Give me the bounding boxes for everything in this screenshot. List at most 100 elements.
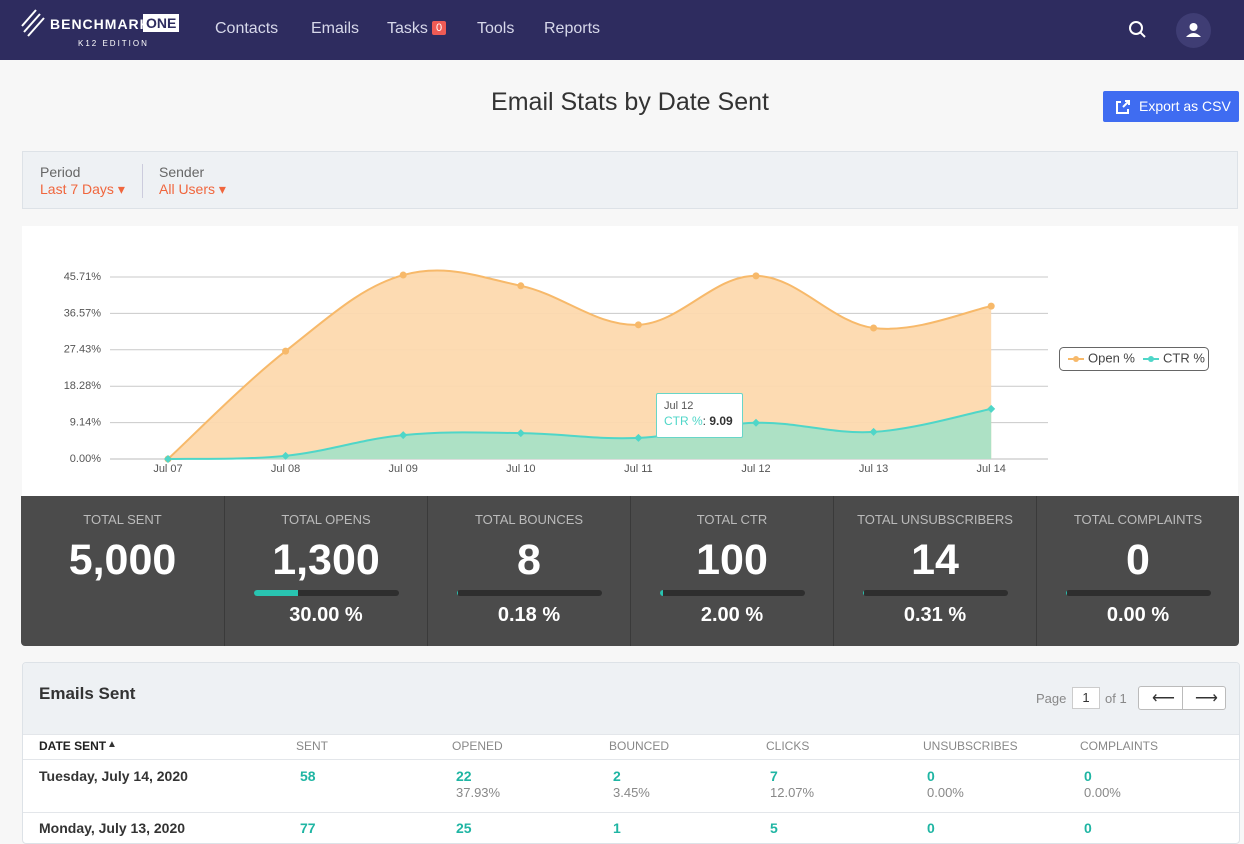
export-label: Export as CSV [1139,98,1231,114]
nav-tools[interactable]: Tools [477,20,515,37]
x-tick-label: Jul 12 [741,463,770,475]
filter-text: Last 7 Days [40,181,114,197]
header-rule [23,734,1239,735]
row-rule [23,812,1239,813]
emails-table: Emails Sent Page 1 of 1 ⟵ ⟶ DATE SENT SEN… [22,662,1240,844]
x-tick-label: Jul 11 [624,463,653,475]
tooltip-series: CTR % [664,414,703,428]
x-tick-label: Jul 10 [506,463,535,475]
x-tick-label: Jul 14 [977,463,1006,475]
row-date: Monday, July 13, 2020 [39,820,186,836]
stat-percent: 30.00 % [289,604,363,626]
point [870,324,878,332]
column-header: OPENED [452,739,503,753]
filter-value[interactable]: All Users ▾ [159,181,226,197]
filter-value[interactable]: Last 7 Days ▾ [40,181,125,197]
export-icon [1116,100,1130,114]
progress-track [457,590,602,596]
progress-fill [863,590,864,596]
nav-emails[interactable]: Emails [311,20,360,37]
stat-card: TOTAL OPENS 1,300 30.00 % [224,496,427,646]
cell-value: 77 [300,820,316,836]
cell-value: 58 [300,768,316,784]
point [517,282,525,290]
point [634,433,643,442]
cell-percent: 3.45% [613,785,650,800]
column-header: BOUNCED [609,739,670,753]
column-header: DATE SENT [39,739,107,753]
line [167,269,992,460]
brand-badge: ONE [143,14,180,32]
legend-box [1059,347,1209,371]
stat-percent: 0.31 % [903,604,967,626]
nav-tasks[interactable]: Tasks [387,20,428,37]
stat-card: TOTAL UNSUBSCRIBERS 14 0.31 % [833,496,1036,646]
search-icon[interactable] [1128,20,1148,40]
cell-percent: 12.07% [770,785,815,800]
progress-track [863,590,1008,596]
user-avatar[interactable] [1176,13,1211,48]
cell-percent: 0.00% [1084,785,1121,800]
cell-value: 0 [1084,820,1092,836]
prev-button[interactable]: ⟵ [1152,690,1175,707]
progress-fill [1066,590,1067,596]
point [634,321,642,329]
x-tick-label: Jul 13 [859,463,888,475]
edition: K12 EDITION [78,39,149,48]
chart-panel: 0.00% 9.14% 18.28% 27.43% 36.57% 45.71% Jul 07… [22,226,1238,496]
point [281,451,290,460]
cell-value: 7 [770,768,778,784]
point [869,427,878,436]
progress-fill [254,590,298,596]
cell-value: 0 [927,768,935,784]
cell-value: 5 [770,820,778,836]
stat-percent: 0.00 % [1106,604,1170,626]
legend-swatch [1073,356,1079,362]
filter-label: Sender [159,164,205,180]
tooltip: Jul 12 CTR %: 9.09 [656,393,743,438]
stat-label: TOTAL SENT [83,512,162,527]
stat-label: TOTAL CTR [696,512,768,527]
x-tick-label: Jul 07 [153,463,182,475]
x-tick-label: Jul 09 [389,463,418,475]
filter-bar: Period Last 7 Days ▾ Sender All Users ▾ [22,151,1238,209]
stat-label: TOTAL OPENS [281,512,371,527]
divider [1182,687,1183,709]
stat-value: 14 [911,536,959,584]
stat-label: TOTAL COMPLAINTS [1073,512,1203,527]
column-header: UNSUBSCRIBES [923,739,1018,753]
cell-percent: 0.00% [927,785,964,800]
point [164,455,172,463]
stat-value: 8 [517,536,541,584]
tooltip-value: 9.09 [709,414,733,428]
stat-label: TOTAL UNSUBSCRIBERS [857,512,1013,527]
page-title: Email Stats by Date Sent [491,88,769,116]
point [516,429,525,438]
column-header: COMPLAINTS [1080,739,1159,753]
point [987,302,995,310]
stat-label: TOTAL BOUNCES [474,512,584,527]
point [282,347,290,355]
page-label: Page [1036,691,1067,706]
progress-track [254,590,399,596]
stat-value: 0 [1126,536,1150,584]
sort-icon[interactable]: ▲ [107,739,117,750]
nav-reports[interactable]: Reports [544,20,601,37]
next-button[interactable]: ⟶ [1195,690,1218,707]
chart: 0.00% 9.14% 18.28% 27.43% 36.57% 45.71% Jul 07… [64,269,1209,475]
row-date: Tuesday, July 14, 2020 [39,768,188,784]
brand[interactable]: BENCHMARK [50,16,151,32]
nav-bar: BENCHMARK ONE K12 EDITION Contacts Email… [0,0,1244,60]
page-input[interactable]: 1 [1072,687,1100,709]
y-tick-label: 0.00% [70,453,101,465]
export-button[interactable]: Export as CSV [1103,91,1239,122]
stat-card: TOTAL COMPLAINTS 0 0.00 % [1036,496,1239,646]
cell-value: 0 [1084,768,1092,784]
point [399,271,407,279]
y-tick-label: 18.28% [64,380,102,392]
filter-label: Period [40,164,81,180]
nav-contacts[interactable]: Contacts [215,20,279,37]
stat-card: TOTAL SENT 5,000 [21,496,224,646]
cell-value: 22 [456,768,472,784]
y-tick-label: 27.43% [64,344,102,356]
